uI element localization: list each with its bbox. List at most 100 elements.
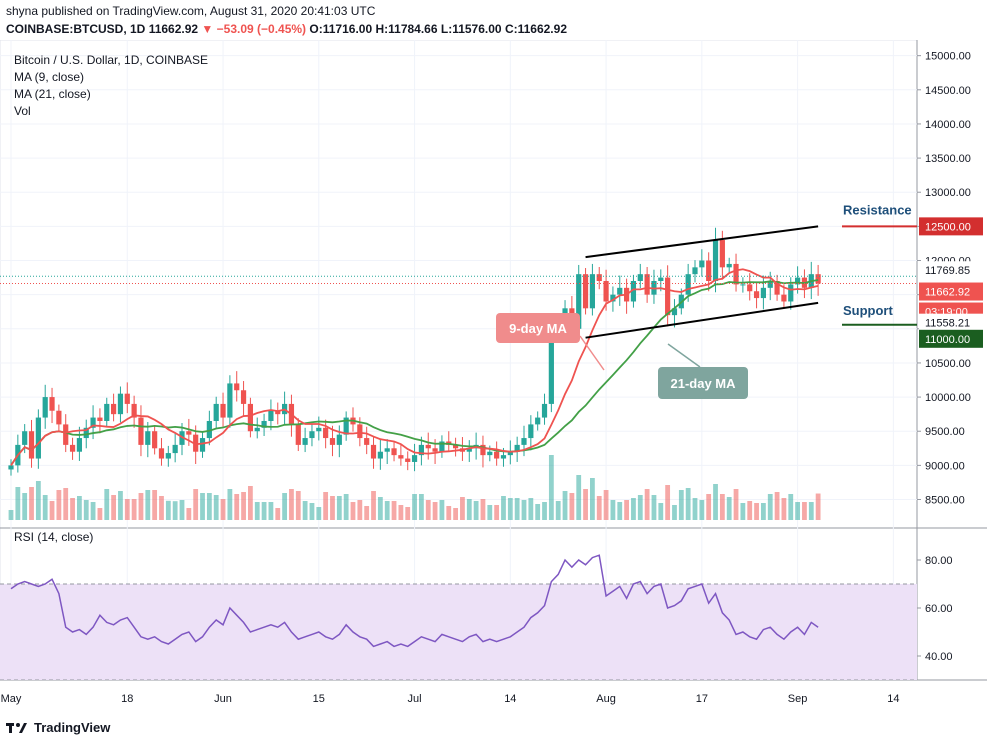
candle-body bbox=[111, 403, 117, 415]
ma9-callout-box bbox=[496, 313, 580, 343]
volume-bar bbox=[42, 495, 48, 520]
volume-bar bbox=[289, 489, 294, 520]
candle-body bbox=[405, 458, 411, 462]
candle-body bbox=[384, 448, 390, 452]
volume-bar bbox=[425, 500, 431, 520]
volume-bar bbox=[97, 508, 103, 520]
candle-body bbox=[261, 420, 267, 428]
candle-body bbox=[480, 444, 486, 456]
candle-body bbox=[514, 444, 520, 452]
candle-body bbox=[582, 274, 589, 309]
volume-bar bbox=[261, 502, 267, 520]
candle-body bbox=[220, 403, 226, 418]
price-badge-support bbox=[919, 329, 983, 348]
volume-bar bbox=[165, 500, 171, 520]
candle-body bbox=[42, 397, 48, 418]
volume-bar bbox=[808, 502, 814, 520]
volume-bar bbox=[706, 494, 712, 520]
volume-bar bbox=[138, 493, 144, 520]
price-badge-low bbox=[919, 313, 983, 332]
volume-bar bbox=[672, 505, 677, 520]
candle-body bbox=[610, 294, 616, 302]
candle-body bbox=[733, 263, 739, 285]
price-badge-label-resistance: 12500.00 bbox=[925, 221, 971, 233]
time-tick-label: 17 bbox=[696, 693, 708, 705]
price-tick-label: 9000.00 bbox=[925, 460, 965, 472]
volume-bar bbox=[501, 496, 506, 520]
candle-body bbox=[227, 383, 233, 418]
volume-bar bbox=[371, 491, 376, 520]
volume-bar bbox=[241, 492, 246, 520]
volume-bar bbox=[487, 505, 493, 520]
open-value: O:11716.00 bbox=[309, 22, 373, 36]
volume-bar bbox=[815, 493, 821, 520]
candle-body bbox=[528, 424, 534, 439]
candle-body bbox=[63, 424, 69, 445]
candle-body bbox=[83, 427, 89, 439]
volume-bar bbox=[77, 496, 82, 520]
volume-bar bbox=[665, 485, 671, 520]
legend-vol: Vol bbox=[14, 104, 31, 118]
volume-bar bbox=[432, 502, 438, 520]
candle-body bbox=[753, 291, 760, 299]
candle-body bbox=[418, 444, 424, 456]
volume-bar bbox=[104, 489, 110, 520]
candle-body bbox=[692, 267, 698, 275]
volume-bar bbox=[453, 508, 458, 520]
candle-body bbox=[336, 434, 342, 445]
volume-bar bbox=[145, 490, 151, 520]
volume-bar bbox=[350, 502, 356, 520]
candle-body bbox=[254, 427, 260, 432]
candle-body bbox=[535, 417, 541, 425]
price-tick-label: 13500.00 bbox=[925, 153, 971, 165]
volume-bar bbox=[152, 490, 158, 520]
price-tick-label: 13000.00 bbox=[925, 187, 971, 199]
candle-body bbox=[76, 438, 82, 452]
volume-bar bbox=[542, 502, 547, 520]
chart-header: shyna published on TradingView.com, Augu… bbox=[0, 0, 987, 44]
volume-bar bbox=[384, 501, 390, 520]
candle-body bbox=[247, 403, 253, 432]
resistance-label: Resistance bbox=[843, 202, 912, 217]
volume-bar bbox=[391, 501, 397, 520]
time-tick-label: 14 bbox=[504, 693, 516, 705]
candle-body bbox=[56, 410, 62, 425]
candle-body bbox=[726, 263, 732, 268]
price-chart[interactable]: 15000.00 14500.00 14000.00 13500.00 13000.00… bbox=[0, 40, 987, 720]
volume-bar bbox=[268, 502, 274, 520]
candle-body bbox=[712, 240, 719, 281]
volume-bar bbox=[596, 496, 602, 520]
time-tick-label: Aug bbox=[596, 693, 616, 705]
volume-bar bbox=[631, 498, 636, 520]
volume-bar bbox=[521, 500, 527, 520]
candle-body bbox=[411, 455, 418, 462]
footer-branding[interactable]: TradingView bbox=[6, 720, 110, 735]
volume-bar bbox=[678, 490, 684, 520]
volume-bar bbox=[220, 499, 226, 520]
volume-bar bbox=[323, 492, 329, 520]
ma9-callout-text: 9-day MA bbox=[509, 321, 567, 336]
candle-body bbox=[49, 397, 55, 411]
candle-body bbox=[234, 383, 240, 391]
volume-bar bbox=[248, 486, 253, 520]
volume-bar bbox=[377, 497, 383, 520]
candle-body bbox=[719, 240, 725, 268]
time-tick-label: Jun bbox=[214, 693, 232, 705]
volume-bar bbox=[302, 501, 308, 520]
candle-body bbox=[747, 284, 753, 292]
volume-bar bbox=[343, 494, 349, 520]
volume-bar bbox=[295, 491, 301, 520]
candle-body bbox=[788, 284, 794, 302]
candle-body bbox=[699, 260, 705, 268]
volume-bar bbox=[131, 499, 137, 520]
candle-body bbox=[644, 274, 650, 295]
candle-body bbox=[596, 274, 602, 281]
volume-bar bbox=[412, 494, 417, 520]
time-tick-label: Jul bbox=[408, 693, 422, 705]
price-badge-high bbox=[919, 261, 983, 280]
candle-body bbox=[589, 274, 595, 309]
candle-body bbox=[343, 417, 349, 435]
volume-bar bbox=[446, 506, 452, 520]
candle-body bbox=[665, 277, 671, 316]
volume-bar bbox=[480, 499, 486, 520]
